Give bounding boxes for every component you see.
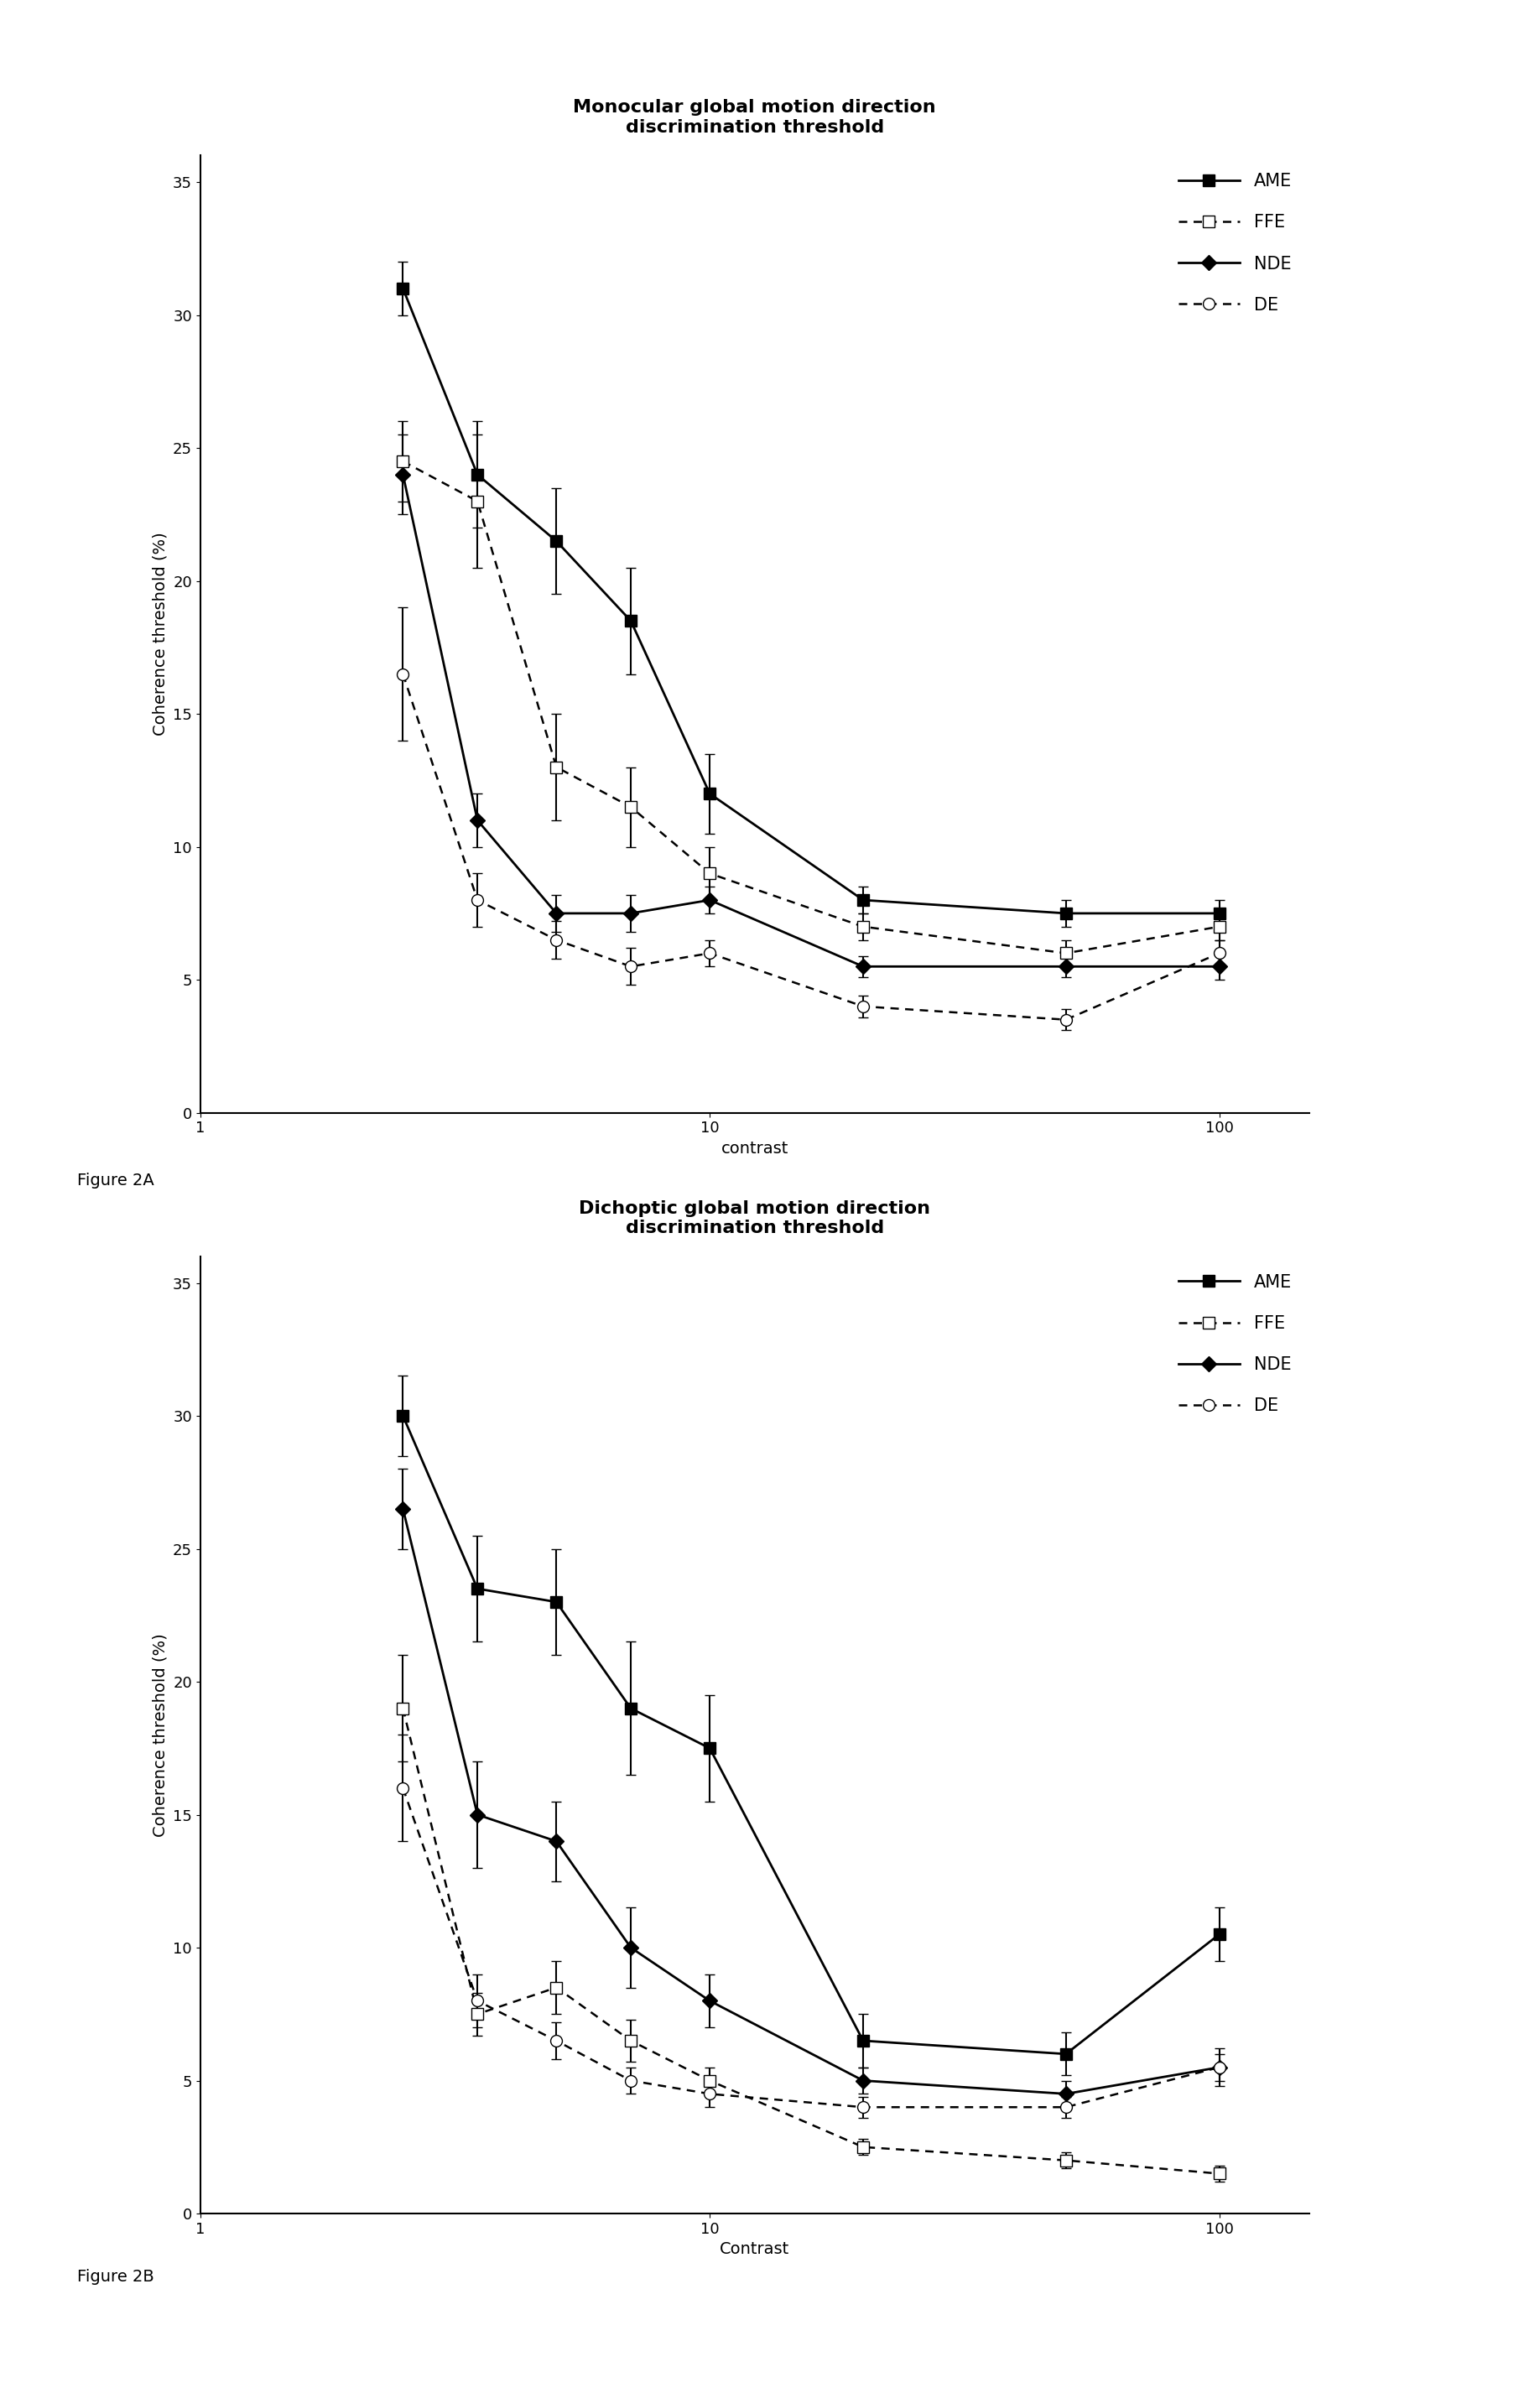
Y-axis label: Coherence threshold (%): Coherence threshold (%) [152, 1632, 168, 1838]
Legend: AME, FFE, NDE, DE: AME, FFE, NDE, DE [1170, 1266, 1300, 1424]
Text: Figure 2B: Figure 2B [77, 2269, 154, 2285]
Legend: AME, FFE, NDE, DE: AME, FFE, NDE, DE [1170, 165, 1300, 323]
Text: Figure 2A: Figure 2A [77, 1173, 154, 1189]
X-axis label: contrast: contrast [721, 1141, 788, 1156]
X-axis label: Contrast: Contrast [719, 2242, 790, 2257]
Title: Monocular global motion direction
discrimination threshold: Monocular global motion direction discri… [573, 101, 936, 136]
Y-axis label: Coherence threshold (%): Coherence threshold (%) [152, 531, 168, 737]
Title: Dichoptic global motion direction
discrimination threshold: Dichoptic global motion direction discri… [579, 1201, 930, 1237]
